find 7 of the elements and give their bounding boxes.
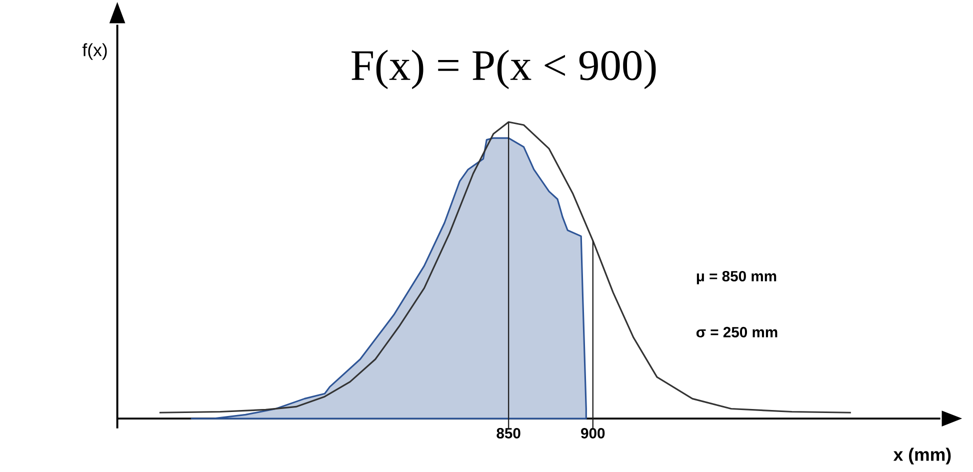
annotation: σ = 250 mm (696, 326, 778, 338)
x-tick-label: 850 (496, 428, 520, 438)
y-axis-title: f(x) (82, 43, 107, 60)
annotation: μ = 850 mm (696, 270, 776, 284)
x-tick-label: 900 (581, 428, 605, 438)
chart-title: F(x) = P(x < 900) (352, 50, 656, 90)
x-axis-title: x (mm) (893, 448, 951, 464)
